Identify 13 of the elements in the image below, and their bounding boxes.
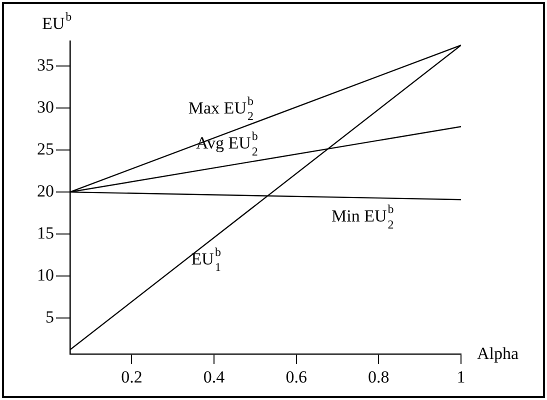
x-tick-label: 1 [456, 368, 466, 387]
y-tick-label: 15 [37, 223, 54, 242]
y-tick-label: 5 [46, 307, 54, 326]
y-tick-label: 35 [37, 56, 54, 75]
y-tick-label: 10 [37, 265, 54, 284]
x-tick-label: 0.2 [121, 368, 142, 387]
y-tick-label: 25 [37, 140, 54, 159]
y-tick-label: 30 [37, 98, 54, 117]
x-tick-label: 0.4 [203, 368, 226, 387]
x-tick-label: 0.6 [286, 368, 307, 387]
y-tick-label: 20 [37, 182, 54, 201]
x-axis-title: Alpha [477, 344, 519, 363]
x-tick-label: 0.8 [368, 368, 390, 387]
